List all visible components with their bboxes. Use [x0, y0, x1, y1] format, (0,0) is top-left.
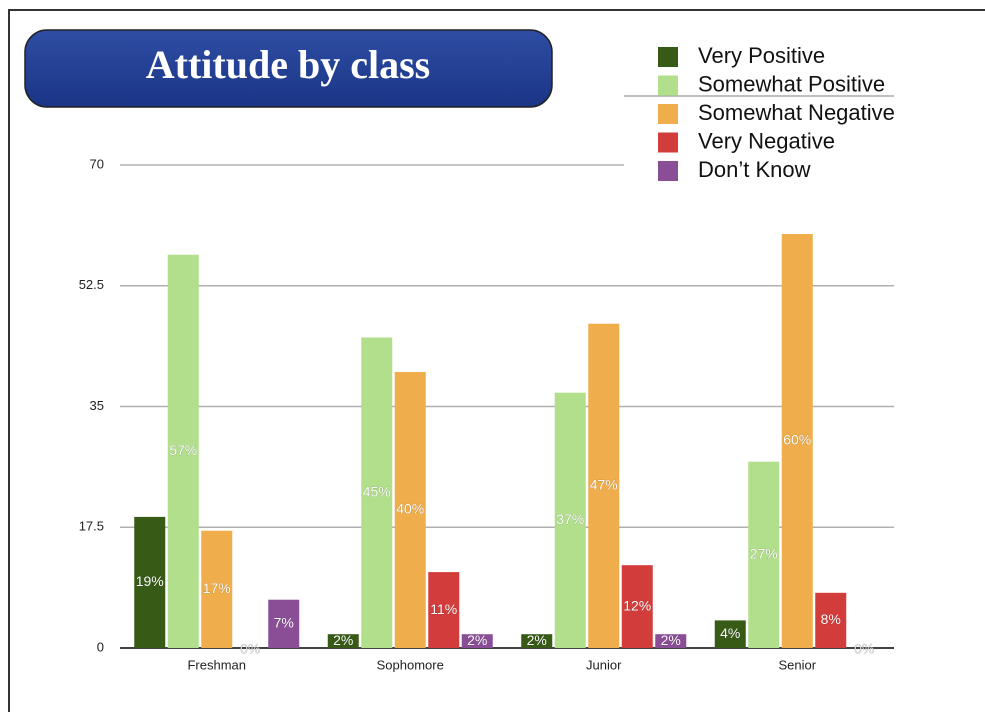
- bar: [268, 599, 300, 648]
- legend-swatch: [658, 47, 678, 67]
- value-label: 17%: [203, 580, 231, 596]
- legend-swatch: [658, 75, 678, 96]
- bar: [714, 620, 746, 648]
- frame: [8, 9, 985, 712]
- bar: [327, 634, 359, 648]
- legend-label: Somewhat Positive: [698, 71, 885, 96]
- value-label: 0%: [854, 641, 874, 657]
- legend-label: Very Positive: [698, 43, 825, 68]
- bar: [428, 572, 460, 648]
- x-tick-label: Freshman: [187, 657, 246, 672]
- bar: [167, 254, 199, 648]
- value-label: 11%: [430, 601, 457, 617]
- x-tick-label: Sophomore: [377, 657, 444, 672]
- value-label: 47%: [590, 477, 618, 493]
- value-label: 45%: [363, 483, 391, 499]
- value-label: 27%: [750, 546, 778, 562]
- value-label: 37%: [556, 511, 584, 527]
- y-tick-label: 0: [97, 639, 104, 654]
- bar: [201, 530, 233, 648]
- y-tick-label: 70: [90, 156, 104, 171]
- x-tick-label: Junior: [586, 657, 622, 672]
- value-label: 19%: [136, 573, 164, 589]
- legend-swatch: [658, 132, 678, 153]
- value-label: 57%: [169, 442, 197, 458]
- bar: [554, 392, 586, 648]
- title-box: [24, 29, 553, 108]
- value-label: 2%: [333, 632, 353, 648]
- legend-label: Don’t Know: [698, 157, 811, 182]
- value-label: 60%: [783, 432, 811, 448]
- bar: [815, 592, 847, 648]
- y-tick-label: 17.5: [79, 519, 104, 534]
- bar: [621, 565, 653, 648]
- legend-swatch: [658, 104, 678, 124]
- x-tick-label: Senior: [778, 657, 816, 672]
- value-label: 12%: [623, 597, 651, 613]
- value-label: 4%: [720, 625, 740, 641]
- bar: [461, 634, 493, 648]
- bar: [394, 372, 426, 648]
- y-tick-label: 52.5: [79, 277, 104, 292]
- bar: [588, 323, 620, 648]
- bar: [134, 516, 166, 648]
- legend-swatch: [658, 161, 678, 181]
- value-label: 40%: [396, 501, 424, 517]
- bar: [361, 337, 393, 648]
- chart-title: Attitude by class: [146, 42, 430, 87]
- value-label: 8%: [821, 611, 841, 627]
- bar: [655, 634, 687, 648]
- legend-label: Somewhat Negative: [698, 100, 895, 125]
- legend-label: Very Negative: [698, 128, 835, 153]
- bar: [521, 634, 553, 648]
- value-label: 2%: [661, 632, 681, 648]
- y-tick-label: 35: [90, 398, 104, 413]
- value-label: 2%: [467, 632, 487, 648]
- value-label: 2%: [527, 632, 547, 648]
- bar: [781, 234, 813, 648]
- bar: [748, 461, 780, 648]
- value-label: 7%: [274, 615, 294, 631]
- value-label: 0%: [240, 641, 260, 657]
